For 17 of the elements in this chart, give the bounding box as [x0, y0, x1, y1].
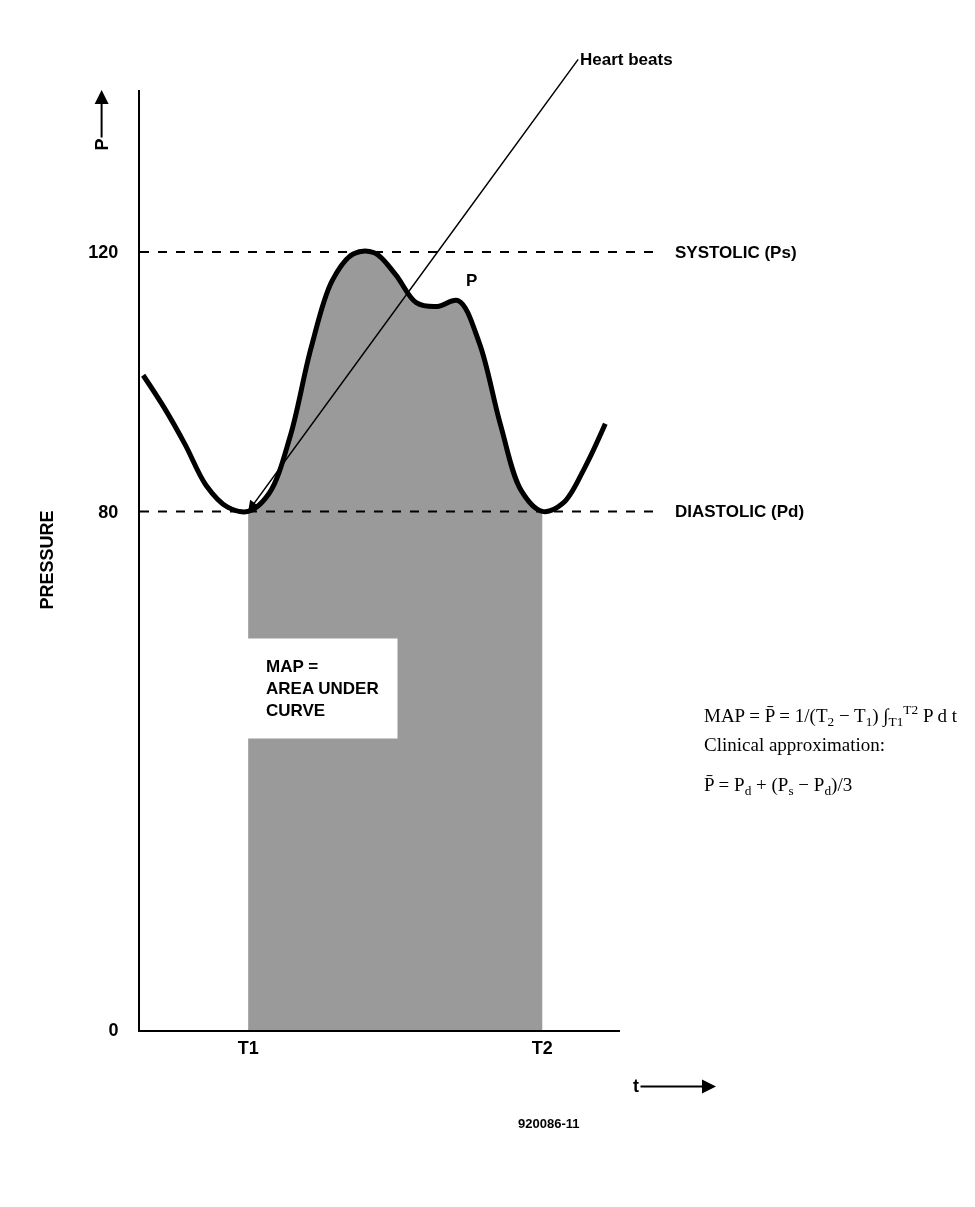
x-tick-label: T2 [531, 1037, 553, 1058]
y-tick-label: 80 [98, 501, 119, 522]
y-axis-title: PRESSURE [37, 510, 58, 610]
text: P̄ = P$_{d}$ + (P$_{s}$ − P$_{d}$)/3 [704, 774, 853, 798]
text: 920086-11 [518, 1116, 580, 1131]
y-tick-label: 120 [88, 242, 119, 263]
text: P [91, 138, 112, 151]
annotation: Heart beats [580, 50, 673, 69]
ref-line-label: DIASTOLIC (Pd) [675, 502, 805, 521]
annotation: P [466, 271, 478, 290]
y-tick-label: 0 [108, 1020, 119, 1041]
text: MAP = P̄ = 1/(T$_{2}$ − T$_{1}$) ∫$_{T1}$$^{T2}$ P d t [704, 702, 958, 729]
text: Clinical approximation: [704, 734, 885, 755]
x-tick-label: T1 [237, 1037, 259, 1058]
ref-line-label: SYSTOLIC (Ps) [675, 243, 797, 262]
x-axis-title: t [633, 1076, 639, 1096]
annotation: MAP = AREA UNDER CURVE [266, 657, 379, 721]
